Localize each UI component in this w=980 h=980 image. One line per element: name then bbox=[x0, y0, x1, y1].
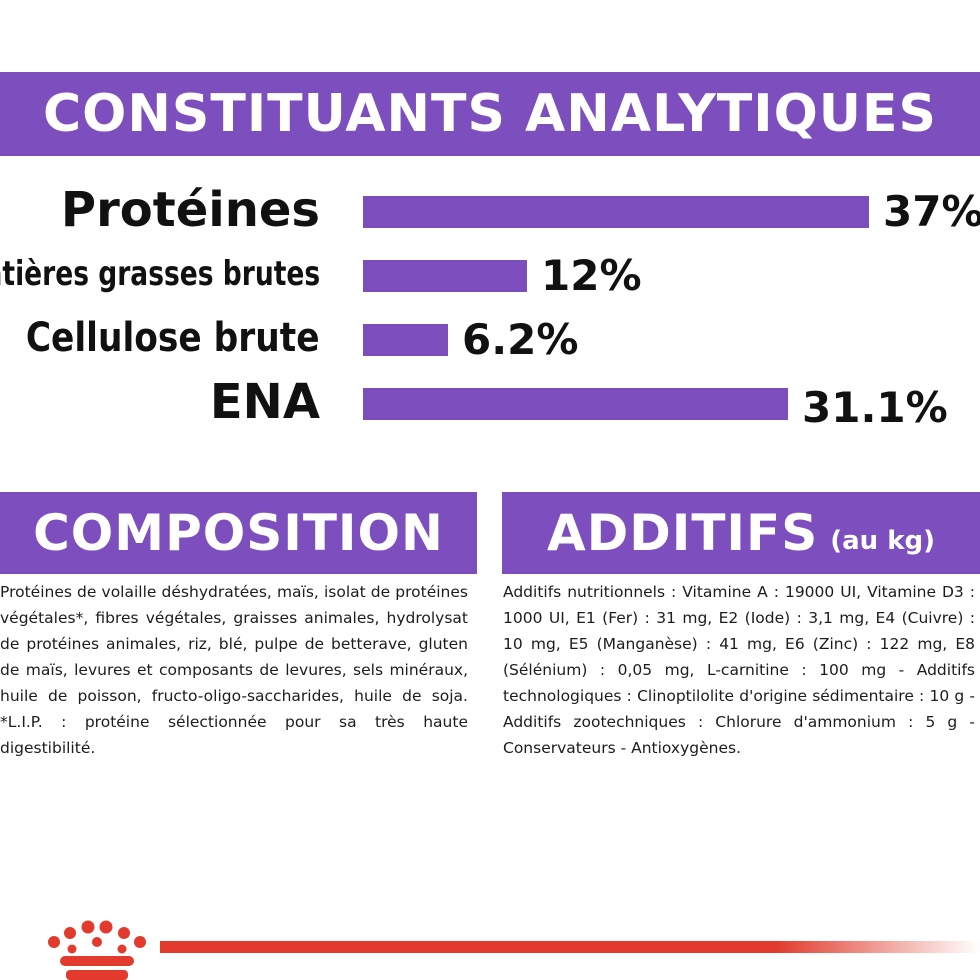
additifs-heading-suffix: (au kg) bbox=[830, 526, 935, 556]
additifs-text: Additifs nutritionnels : Vitamine A : 19… bbox=[503, 583, 975, 757]
composition-heading: COMPOSITION bbox=[0, 492, 477, 574]
bar-value-1: 37% bbox=[883, 187, 980, 236]
footer-line bbox=[160, 941, 980, 953]
analytics-heading-text: CONSTITUANTS ANALYTIQUES bbox=[43, 84, 937, 144]
additifs-heading-text: ADDITIFS bbox=[547, 504, 819, 562]
bar-label-3: Cellulose brute bbox=[26, 315, 320, 361]
bar-4 bbox=[363, 388, 788, 420]
additifs-heading: ADDITIFS (au kg) bbox=[502, 492, 980, 574]
bar-label-2: Matières grasses brutes bbox=[0, 254, 320, 295]
bar-3 bbox=[363, 324, 448, 356]
bar-value-2: 12% bbox=[541, 251, 642, 300]
bar-label-1: Protéines bbox=[60, 181, 320, 238]
bar-value-4: 31.1% bbox=[802, 383, 948, 432]
crown-icon bbox=[48, 920, 146, 980]
bar-label-4: ENA bbox=[209, 373, 320, 430]
bar-2 bbox=[363, 260, 527, 292]
analytics-heading: CONSTITUANTS ANALYTIQUES bbox=[0, 72, 980, 156]
composition-text: Protéines de volaille déshydratées, maïs… bbox=[0, 583, 468, 757]
bar-1 bbox=[363, 196, 869, 228]
composition-heading-text: COMPOSITION bbox=[33, 504, 444, 562]
bar-value-3: 6.2% bbox=[462, 315, 579, 364]
